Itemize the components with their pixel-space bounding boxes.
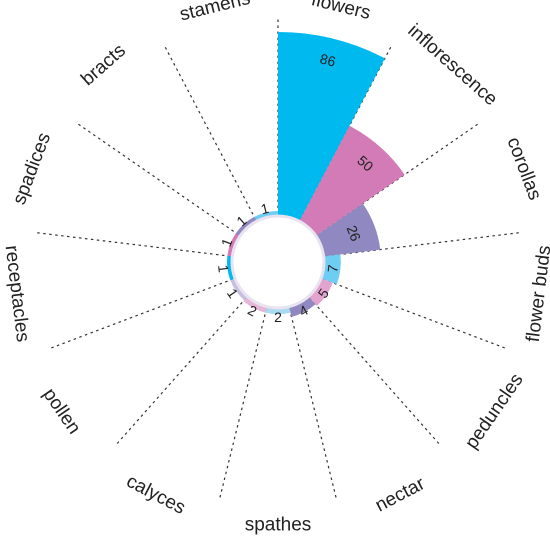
value-label-pollen: 1: [224, 285, 242, 301]
category-label-bracts: bracts: [77, 40, 130, 90]
bar-flowers: [278, 32, 385, 222]
spoke-line: [34, 231, 231, 257]
category-label-pollen: pollen: [39, 385, 85, 439]
bar-pollen: [230, 278, 248, 301]
value-label-calyces: 2: [245, 302, 260, 320]
value-label-corollas: 26: [344, 223, 365, 243]
category-label-inflorescence: inflorescence: [404, 20, 502, 110]
category-label-peduncles: peduncles: [461, 370, 527, 453]
bar-flower-buds: [321, 254, 341, 285]
category-label-spadices: spadices: [9, 130, 55, 208]
bar-inflorescence: [299, 125, 405, 236]
spoke-line: [76, 122, 239, 236]
spoke-line: [325, 231, 522, 257]
spoke-line: [218, 308, 268, 501]
bar-nectar: [289, 296, 316, 317]
value-label-spathes: 2: [274, 309, 282, 325]
bar-corollas: [315, 203, 381, 257]
spoke-line: [322, 278, 508, 350]
spoke-line: [317, 122, 480, 236]
spoke-line: [288, 308, 338, 501]
bar-bracts: [236, 216, 257, 236]
category-label-nectar: nectar: [372, 473, 429, 516]
bar-peduncles: [308, 278, 333, 306]
category-label-spathes: spathes: [245, 515, 312, 536]
category-label-flowers: flowers: [309, 0, 372, 24]
category-label-flower-buds: flower buds: [523, 244, 550, 343]
value-label-spadices: 1: [218, 236, 236, 249]
category-label-corollas: corollas: [502, 134, 545, 203]
inner-ring: [230, 214, 326, 310]
category-label-calyces: calyces: [123, 471, 189, 519]
value-label-stamens: 1: [259, 200, 271, 217]
category-label-receptacles: receptacles: [1, 244, 34, 343]
value-label-flower-buds: 7: [324, 264, 341, 274]
bars: [227, 32, 405, 317]
inner-ring-circle: [230, 214, 326, 310]
value-label-receptacles: 1: [215, 264, 232, 274]
value-label-flowers: 86: [318, 50, 337, 69]
spoke-line: [309, 297, 441, 446]
category-label-stamens: stamens: [178, 0, 253, 25]
bar-calyces: [243, 296, 267, 313]
spoke-line: [48, 278, 234, 350]
spoke-line: [115, 297, 247, 446]
spoke-line: [163, 44, 257, 220]
